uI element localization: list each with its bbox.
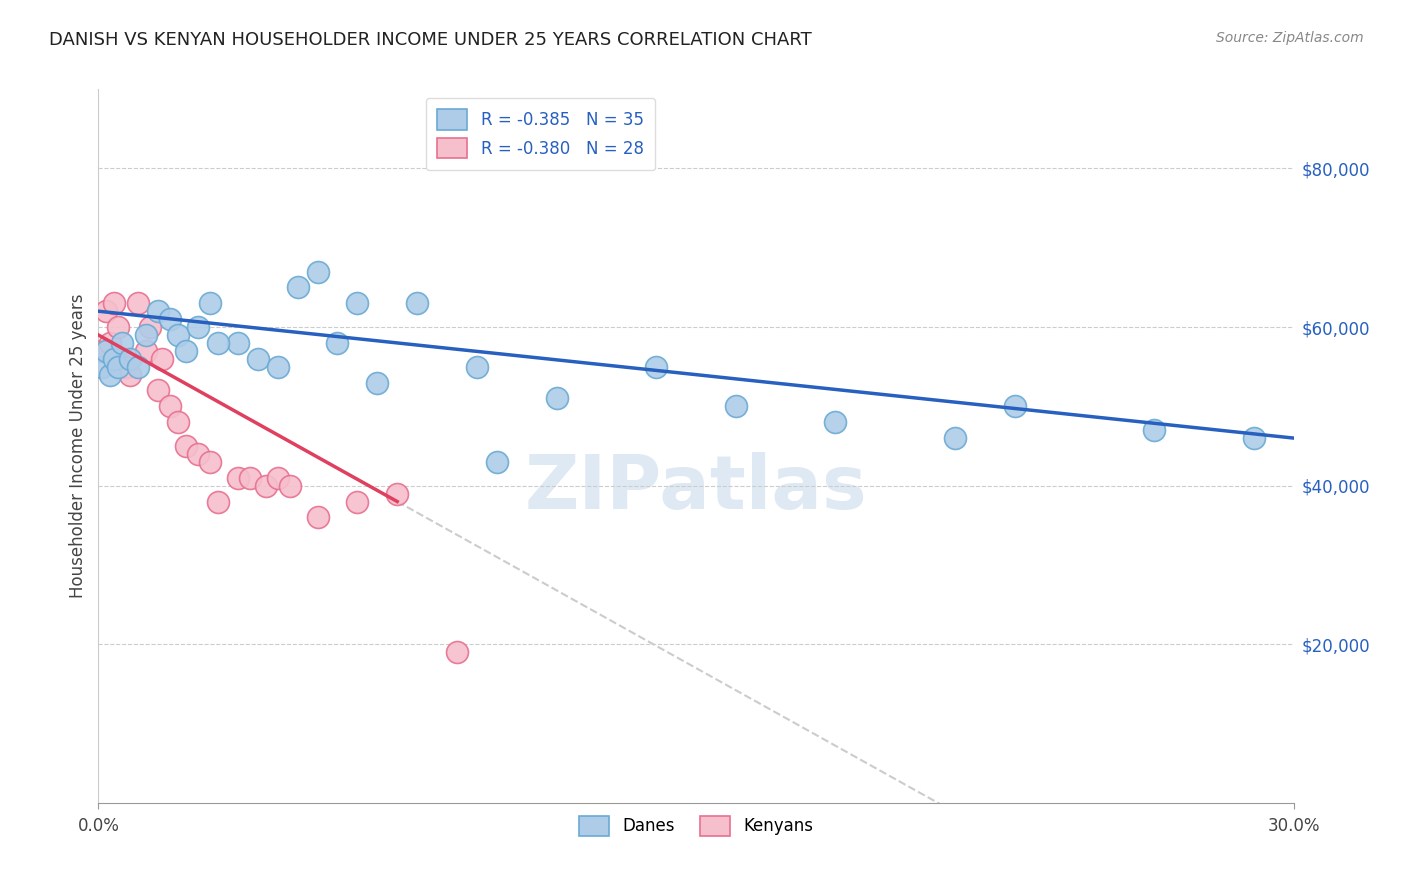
Point [107, 359, 129, 374]
Point [167, 415, 190, 429]
Point [103, 351, 125, 366]
Point [187, 320, 209, 334]
Point [385, 486, 409, 500]
Point [1143, 423, 1166, 437]
Point [150, 351, 173, 366]
Point [366, 376, 388, 390]
Point [91, 343, 114, 358]
Point [326, 335, 349, 350]
Point [267, 359, 290, 374]
Point [278, 478, 301, 492]
Point [91, 359, 114, 374]
Point [127, 296, 149, 310]
Point [267, 471, 290, 485]
Text: Source: ZipAtlas.com: Source: ZipAtlas.com [1216, 31, 1364, 45]
Point [226, 335, 249, 350]
Point [167, 328, 190, 343]
Point [207, 494, 229, 508]
Text: ZIPatlas: ZIPatlas [524, 452, 868, 525]
Point [187, 447, 209, 461]
Point [107, 320, 129, 334]
Legend: Danes, Kenyans: Danes, Kenyans [571, 807, 821, 845]
Point [239, 471, 262, 485]
Point [120, 368, 142, 382]
Point [307, 510, 329, 524]
Point [346, 296, 368, 310]
Point [135, 343, 157, 358]
Point [254, 478, 277, 492]
Point [120, 351, 142, 366]
Point [96, 343, 118, 358]
Point [246, 351, 269, 366]
Point [115, 359, 138, 374]
Text: DANISH VS KENYAN HOUSEHOLDER INCOME UNDER 25 YEARS CORRELATION CHART: DANISH VS KENYAN HOUSEHOLDER INCOME UNDE… [49, 31, 811, 49]
Point [824, 415, 846, 429]
Point [174, 343, 197, 358]
Point [139, 320, 162, 334]
Point [446, 645, 468, 659]
Point [287, 280, 309, 294]
Point [98, 368, 122, 382]
Point [159, 312, 181, 326]
Point [148, 384, 170, 398]
Point [465, 359, 488, 374]
Point [135, 328, 157, 343]
Point [226, 471, 249, 485]
Point [724, 400, 747, 414]
Point [485, 455, 508, 469]
Point [198, 296, 221, 310]
Point [98, 335, 122, 350]
Point [1243, 431, 1265, 445]
Point [111, 351, 134, 366]
Point [127, 359, 149, 374]
Point [103, 296, 125, 310]
Point [111, 335, 134, 350]
Point [546, 392, 568, 406]
Point [207, 335, 229, 350]
Point [943, 431, 966, 445]
Point [174, 439, 197, 453]
Point [1004, 400, 1026, 414]
Point [645, 359, 668, 374]
Point [159, 400, 181, 414]
Point [406, 296, 429, 310]
Point [307, 264, 329, 278]
Y-axis label: Householder Income Under 25 years: Householder Income Under 25 years [69, 293, 87, 599]
Point [96, 304, 118, 318]
Point [198, 455, 221, 469]
Point [148, 304, 170, 318]
Point [346, 494, 368, 508]
